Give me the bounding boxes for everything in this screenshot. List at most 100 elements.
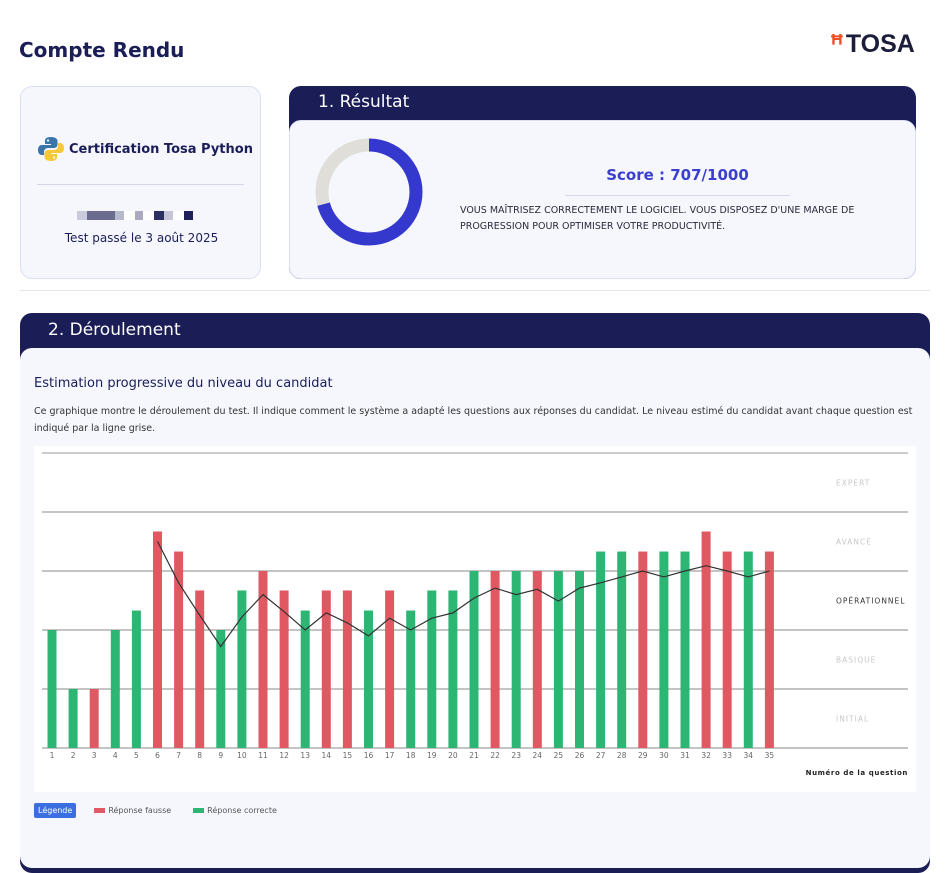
bar-question-31 [680,551,690,748]
bar-question-17 [385,590,395,748]
divider [37,184,244,185]
x-tick-label: 24 [533,751,543,760]
bar-question-35 [764,551,774,748]
x-axis-title: Numéro de la question [806,769,908,777]
x-tick-label: 33 [722,751,732,760]
bar-question-24 [532,571,542,748]
python-icon [38,137,64,161]
certification-name: Certification Tosa Python [69,141,253,157]
bar-question-23 [511,571,521,748]
correct-swatch [193,808,205,813]
page-title: Compte Rendu [19,38,185,62]
x-tick-label: 14 [322,751,332,760]
result-section-title: 1. Résultat [318,92,410,112]
x-tick-label: 34 [744,751,754,760]
certification-card: Certification Tosa Python Test passé le … [20,86,261,279]
x-tick-label: 23 [511,751,521,760]
bar-question-22 [490,571,500,748]
x-tick-label: 1 [50,751,55,760]
certification-title: Certification Tosa Python [37,135,253,163]
progress-section-title: 2. Déroulement [48,320,181,340]
bar-question-21 [469,571,479,748]
bar-question-16 [364,610,373,748]
bar-question-14 [321,590,331,748]
divider [565,195,790,196]
x-tick-label: 3 [92,751,97,760]
legend-correct: Réponse correcte [207,806,277,815]
bar-question-33 [722,551,732,748]
score-donut [315,138,423,246]
x-tick-label: 6 [155,751,160,760]
logo-text: TOSA [845,30,915,58]
x-tick-label: 2 [71,751,76,760]
x-tick-label: 29 [638,751,648,760]
level-label: BASIQUE [836,656,876,665]
x-tick-label: 5 [134,751,139,760]
legend-wrong: Réponse fausse [108,806,172,815]
x-tick-label: 13 [300,751,310,760]
tosa-logo: ꟸ TOSA [830,30,915,59]
score-label: Score : 707/1000 [606,166,749,184]
x-tick-label: 12 [279,751,289,760]
progress-section: 2. Déroulement Estimation progressive du… [20,313,930,873]
x-tick-label: 7 [176,751,181,760]
bar-question-3 [89,689,99,748]
x-tick-label: 4 [113,751,118,760]
bar-question-19 [427,590,437,748]
bar-question-9 [216,630,226,748]
x-tick-label: 26 [575,751,585,760]
x-tick-label: 25 [554,751,564,760]
bar-question-1 [47,630,57,748]
tosa-logo-icon: ꟸ [830,31,844,58]
x-tick-label: 17 [385,751,395,760]
bar-question-6 [153,531,162,748]
estimated-level-line [156,541,770,648]
bar-question-5 [131,610,141,748]
bar-question-7 [174,551,184,748]
x-tick-label: 21 [469,751,479,760]
result-section: 1. Résultat Score : 707/1000 VOUS MAÎTRI… [289,86,916,279]
x-tick-label: 27 [596,751,606,760]
x-tick-label: 8 [197,751,202,760]
x-tick-label: 30 [659,751,669,760]
bar-question-11 [258,571,268,748]
progress-panel: Estimation progressive du niveau du cand… [20,348,930,868]
x-tick-label: 19 [427,751,437,760]
bar-question-20 [448,590,458,748]
legend-button[interactable]: Légende [34,803,77,818]
bar-question-32 [701,531,711,748]
x-tick-label: 32 [701,751,711,760]
section-divider [20,290,930,291]
bar-question-30 [659,551,669,748]
level-label: EXPERT [836,479,870,488]
bar-question-28 [617,551,627,748]
bar-question-10 [237,590,247,748]
x-tick-label: 35 [765,751,775,760]
donut-fill [315,138,423,246]
bar-question-26 [575,571,584,748]
bar-question-15 [342,590,352,748]
x-tick-label: 16 [364,751,374,760]
level-label: AVANCÉ [836,538,872,547]
candidate-name-redacted [77,211,193,220]
level-label: INITIAL [836,715,869,724]
test-date: Test passé le 3 août 2025 [64,231,219,245]
bar-question-25 [553,571,563,748]
bar-question-34 [743,551,753,748]
bar-question-2 [68,689,78,748]
bar-question-4 [110,630,120,748]
x-tick-label: 20 [448,751,458,760]
x-tick-label: 9 [218,751,223,760]
chart-legend: Légende Réponse fausse Réponse correcte [34,803,291,818]
result-panel: Score : 707/1000 VOUS MAÎTRISEZ CORRECTE… [289,120,916,279]
x-tick-label: 10 [237,751,247,760]
chart-description: Ce graphique montre le déroulement du te… [34,406,913,434]
result-verdict: VOUS MAÎTRISEZ CORRECTEMENT LE LOGICIEL.… [460,205,855,232]
x-tick-label: 22 [490,751,500,760]
x-tick-label: 28 [617,751,627,760]
bar-question-18 [406,610,416,748]
bar-question-27 [596,551,606,748]
x-tick-label: 31 [680,751,690,760]
level-label: OPÉRATIONNEL [836,597,905,606]
